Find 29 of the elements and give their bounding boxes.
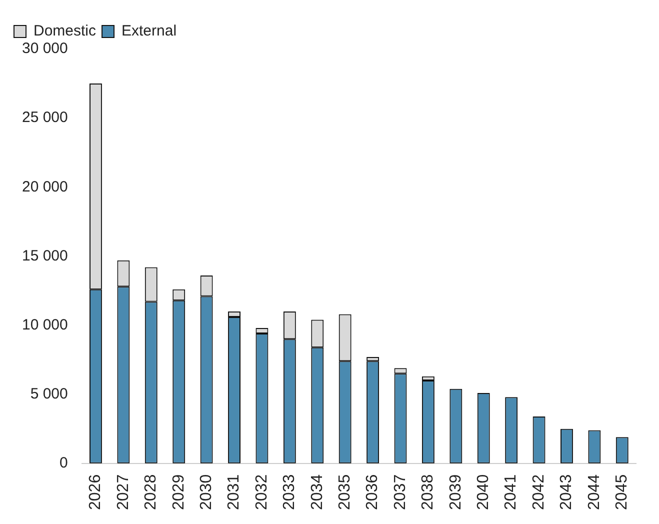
x-tick-label: 2030 bbox=[198, 474, 215, 510]
y-tick-label: 10 000 bbox=[22, 316, 68, 334]
x-tick-label: 2026 bbox=[87, 474, 104, 510]
x-tick-label: 2042 bbox=[530, 474, 548, 510]
x-tick-label: 2028 bbox=[142, 474, 160, 510]
x-tick-label: 2032 bbox=[253, 474, 270, 510]
x-tick-label: 2035 bbox=[336, 474, 354, 510]
x-tick-label: 2037 bbox=[392, 474, 409, 510]
x-tick-label: 2034 bbox=[308, 474, 326, 510]
y-tick-label: 5 000 bbox=[30, 385, 68, 402]
y-tick-label: 25 000 bbox=[22, 109, 68, 126]
x-tick-label: 2038 bbox=[420, 474, 437, 510]
x-tick-label: 2043 bbox=[558, 474, 576, 510]
y-tick-label: 0 bbox=[60, 454, 68, 472]
x-tick-label: 2033 bbox=[281, 474, 298, 510]
x-tick-label: 2044 bbox=[586, 474, 603, 510]
x-tick-label: 2036 bbox=[364, 474, 382, 510]
x-tick-label: 2045 bbox=[614, 474, 631, 510]
y-tick-label: 30 000 bbox=[22, 40, 68, 58]
x-tick-label: 2029 bbox=[170, 474, 188, 510]
x-tick-label: 2039 bbox=[447, 474, 464, 510]
x-tick-label: 2040 bbox=[475, 474, 492, 510]
legend-label: Domestic bbox=[34, 22, 97, 40]
x-tick-label: 2027 bbox=[114, 474, 132, 510]
y-tick-label: 20 000 bbox=[22, 178, 68, 196]
x-tick-label: 2041 bbox=[502, 474, 520, 510]
legend-label: External bbox=[122, 22, 177, 40]
x-tick-label: 2031 bbox=[226, 474, 243, 510]
y-tick-label: 15 000 bbox=[22, 247, 68, 264]
